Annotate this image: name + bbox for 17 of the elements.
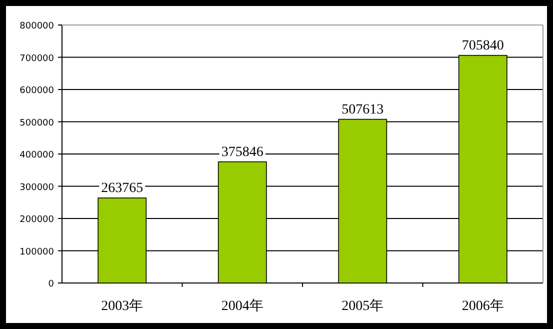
y-tick-label: 800000 bbox=[20, 22, 54, 32]
x-tick-label: 2004年 bbox=[221, 298, 264, 314]
data-label: 263765 bbox=[101, 180, 144, 196]
data-label: 507613 bbox=[342, 102, 384, 118]
y-tick-label: 500000 bbox=[20, 118, 54, 128]
data-label: 705840 bbox=[462, 38, 504, 54]
y-tick-label: 100000 bbox=[20, 247, 54, 258]
y-tick-label: 700000 bbox=[20, 54, 54, 64]
data-label: 375846 bbox=[221, 144, 264, 160]
x-tick-label: 2006年 bbox=[462, 298, 504, 314]
x-tick-label: 2003年 bbox=[101, 298, 144, 314]
y-tick-label: 600000 bbox=[20, 86, 54, 96]
y-tick-label: 300000 bbox=[20, 182, 54, 193]
y-tick-label: 400000 bbox=[20, 150, 54, 160]
x-tick-label: 2005年 bbox=[342, 298, 384, 314]
y-tick-label: 200000 bbox=[20, 215, 54, 225]
y-tick-label: 0 bbox=[48, 280, 54, 290]
